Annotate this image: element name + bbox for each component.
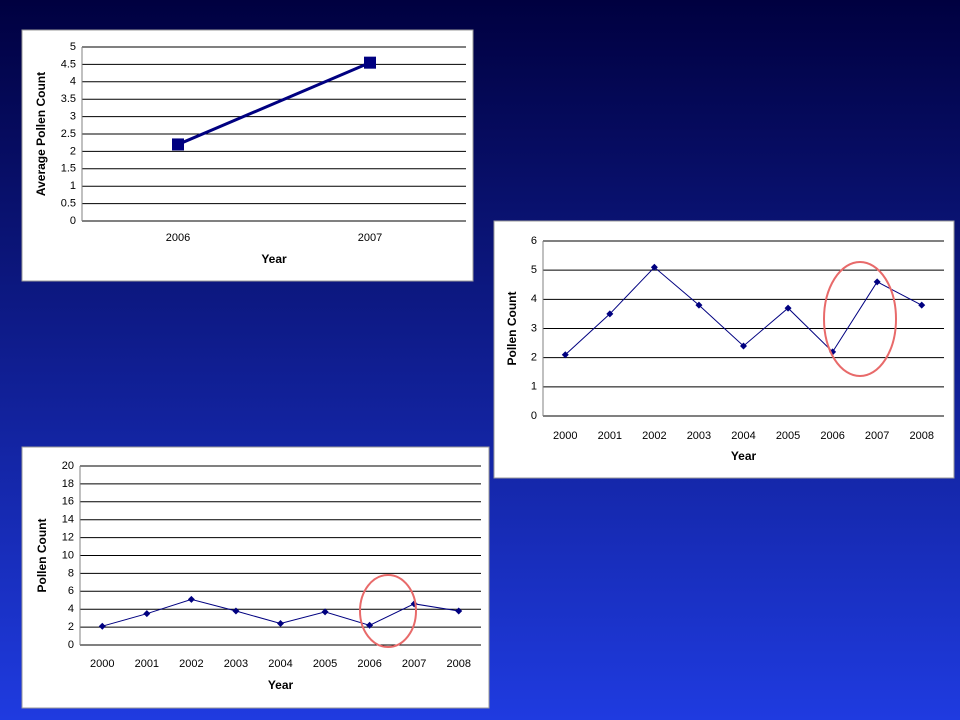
y-tick-label: 18 <box>62 478 74 490</box>
y-tick-label: 14 <box>62 514 74 526</box>
y-tick-label: 10 <box>62 549 74 561</box>
data-marker <box>143 610 151 618</box>
x-tick-label: 2003 <box>687 430 711 442</box>
y-tick-label: 1 <box>70 180 76 192</box>
data-marker <box>98 622 106 630</box>
y-tick-label: 1 <box>531 381 537 393</box>
data-marker <box>187 595 195 603</box>
x-tick-label: 2007 <box>402 658 426 670</box>
data-marker <box>873 278 881 286</box>
y-tick-label: 4 <box>68 603 74 615</box>
y-axis-title: Average Pollen Count <box>34 72 48 196</box>
data-marker <box>364 56 376 69</box>
x-tick-label: 2001 <box>598 430 622 442</box>
data-marker <box>695 301 703 309</box>
x-tick-label: 2004 <box>268 658 292 670</box>
x-tick-label: 2006 <box>820 430 844 442</box>
x-tick-label: 2005 <box>313 658 337 670</box>
y-tick-label: 2 <box>531 352 537 364</box>
data-marker <box>455 607 463 615</box>
y-tick-label: 2.5 <box>61 128 76 140</box>
data-marker <box>277 620 284 628</box>
y-tick-label: 16 <box>62 496 74 508</box>
y-tick-label: 5 <box>70 41 76 53</box>
x-tick-label: 2008 <box>909 430 933 442</box>
data-line <box>177 61 371 146</box>
data-marker <box>561 351 569 359</box>
y-tick-label: 5 <box>531 264 537 276</box>
data-marker <box>918 301 926 309</box>
y-tick-label: 6 <box>531 235 537 247</box>
x-tick-label: 2001 <box>135 658 159 670</box>
data-marker <box>784 304 792 312</box>
y-axis-title: Pollen Count <box>35 519 49 593</box>
y-tick-label: 0 <box>531 410 537 422</box>
y-tick-label: 0 <box>70 215 76 227</box>
x-tick-label: 2008 <box>446 658 470 670</box>
data-marker <box>366 621 374 629</box>
data-marker <box>172 138 184 151</box>
y-tick-label: 4.5 <box>61 58 76 70</box>
y-tick-label: 20 <box>62 460 74 472</box>
y-tick-label: 8 <box>68 567 74 579</box>
y-tick-label: 3 <box>70 111 76 123</box>
y-tick-label: 2 <box>68 621 74 633</box>
x-tick-label: 2003 <box>224 658 248 670</box>
x-axis-title: Year <box>261 252 287 266</box>
x-tick-label: 2007 <box>865 430 889 442</box>
x-tick-label: 2004 <box>731 430 755 442</box>
y-tick-label: 0 <box>68 639 74 651</box>
y-tick-label: 0.5 <box>61 198 76 210</box>
x-tick-label: 2002 <box>642 430 666 442</box>
x-tick-label: 2006 <box>166 232 190 244</box>
highlight-ellipse <box>823 261 897 377</box>
chart-frame <box>21 29 474 282</box>
data-marker <box>740 342 747 350</box>
data-marker <box>232 607 240 615</box>
x-tick-label: 2006 <box>357 658 381 670</box>
x-tick-label: 2002 <box>179 658 203 670</box>
x-tick-label: 2007 <box>358 232 382 244</box>
y-tick-label: 4 <box>531 293 537 305</box>
x-axis-title: Year <box>731 449 757 463</box>
data-marker <box>606 310 614 318</box>
highlight-ellipse <box>359 574 417 648</box>
y-tick-label: 3 <box>531 322 537 334</box>
y-tick-label: 6 <box>68 585 74 597</box>
x-axis-title: Year <box>268 678 294 692</box>
x-tick-label: 2000 <box>90 658 114 670</box>
data-marker <box>321 608 329 616</box>
y-tick-label: 3.5 <box>61 93 76 105</box>
chart-frame <box>21 446 490 709</box>
x-tick-label: 2000 <box>553 430 577 442</box>
y-tick-label: 4 <box>70 76 76 88</box>
y-axis-title: Pollen Count <box>505 292 519 366</box>
data-marker <box>650 263 658 271</box>
y-tick-label: 2 <box>70 145 76 157</box>
x-tick-label: 2005 <box>776 430 800 442</box>
charts: 0 0.5 1 1.5 2 2.5 3 3.5 4 4.5 5 Year Average Pollen … <box>21 29 955 709</box>
y-tick-label: 12 <box>62 532 74 544</box>
y-tick-label: 1.5 <box>61 163 76 175</box>
